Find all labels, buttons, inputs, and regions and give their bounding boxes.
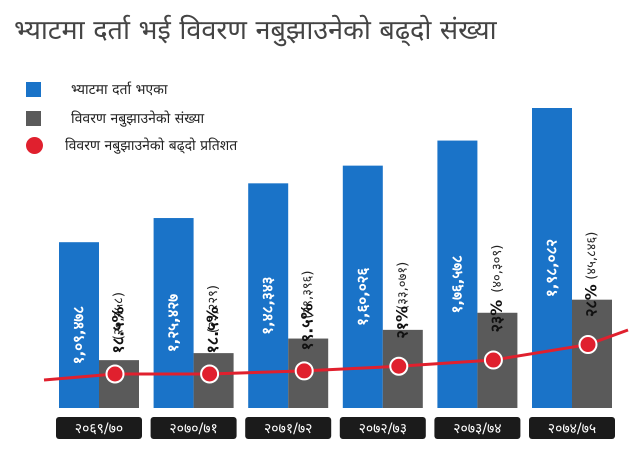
nonfiler-count-label: (४५,८४६)	[585, 232, 600, 280]
year-label-box	[434, 417, 521, 439]
percent-label: १८.५%	[109, 306, 128, 353]
nonfiler-count-label: (२९,३९६)	[301, 271, 316, 319]
bar-registered	[532, 108, 572, 408]
year-label: २०७३/७४	[453, 421, 501, 437]
percent-label: २१%	[392, 306, 411, 339]
year-label: २०७२/७३	[359, 421, 407, 437]
legend-item-nonfilers: विवरण नबुझाउनेको संख्या	[26, 109, 204, 128]
legend-label: विवरण नबुझाउनेको संख्या	[71, 111, 205, 127]
bar-value-label: १,७६,५७८	[448, 255, 466, 313]
legend-item-registered: भ्याटमा दर्ता भएका	[26, 80, 168, 99]
nonfiler-count-label: (२०,२५८)	[112, 292, 127, 340]
bar-value-label: १,४८,३४३	[259, 277, 277, 335]
percent-label: १९.५%	[298, 303, 317, 350]
legend-item-percent: विवरण नबुझाउनेको बढ्दो प्रतिशत	[26, 136, 237, 155]
percent-trend-line	[43, 328, 629, 382]
legend-swatch-blue	[26, 82, 41, 97]
percent-label: १८.५%	[203, 306, 222, 353]
year-label-box	[339, 417, 426, 439]
percent-point	[483, 350, 503, 370]
percent-point	[200, 364, 220, 384]
year-label-box	[245, 417, 332, 439]
year-label: २०७१/७२	[264, 421, 312, 437]
chart-title: भ्याटमा दर्ता भई विवरण नबुझाउनेको बढ्दो …	[14, 15, 497, 46]
bar-value-label: १,२५,४२७	[164, 294, 182, 352]
percent-label: २३%	[487, 300, 506, 333]
year-label: २०७०/७१	[169, 421, 217, 437]
percent-point	[578, 335, 598, 355]
nonfiler-count-label: (४०,३०९)	[490, 245, 505, 293]
legend-dot-red	[26, 137, 43, 154]
percent-point	[294, 361, 314, 381]
percent-label: २८%	[582, 284, 601, 317]
legend-label: विवरण नबुझाउनेको बढ्दो प्रतिशत	[65, 138, 238, 154]
year-label: २०६९/७०	[75, 421, 123, 437]
year-label-box	[150, 417, 237, 439]
bar-nonfilers	[572, 299, 612, 408]
legend-swatch-gray	[26, 111, 41, 126]
bar-registered	[59, 242, 99, 408]
bar-value-label: १,६०,०२६	[353, 268, 371, 326]
year-label: २०७४/७५	[548, 421, 596, 437]
bar-value-label: १,०९,४७८	[70, 306, 88, 364]
percent-point	[105, 364, 125, 384]
legend-label: भ्याटमा दर्ता भएका	[71, 82, 168, 98]
nonfiler-count-label: (२३,२२९)	[206, 285, 221, 333]
bar-registered	[153, 218, 194, 408]
nonfiler-count-label: (३३,०७१)	[395, 262, 410, 310]
percent-point	[389, 356, 409, 376]
bar-value-label: १,९८,०८२	[543, 239, 561, 297]
year-label-box	[56, 417, 142, 439]
year-label-box	[529, 417, 615, 439]
